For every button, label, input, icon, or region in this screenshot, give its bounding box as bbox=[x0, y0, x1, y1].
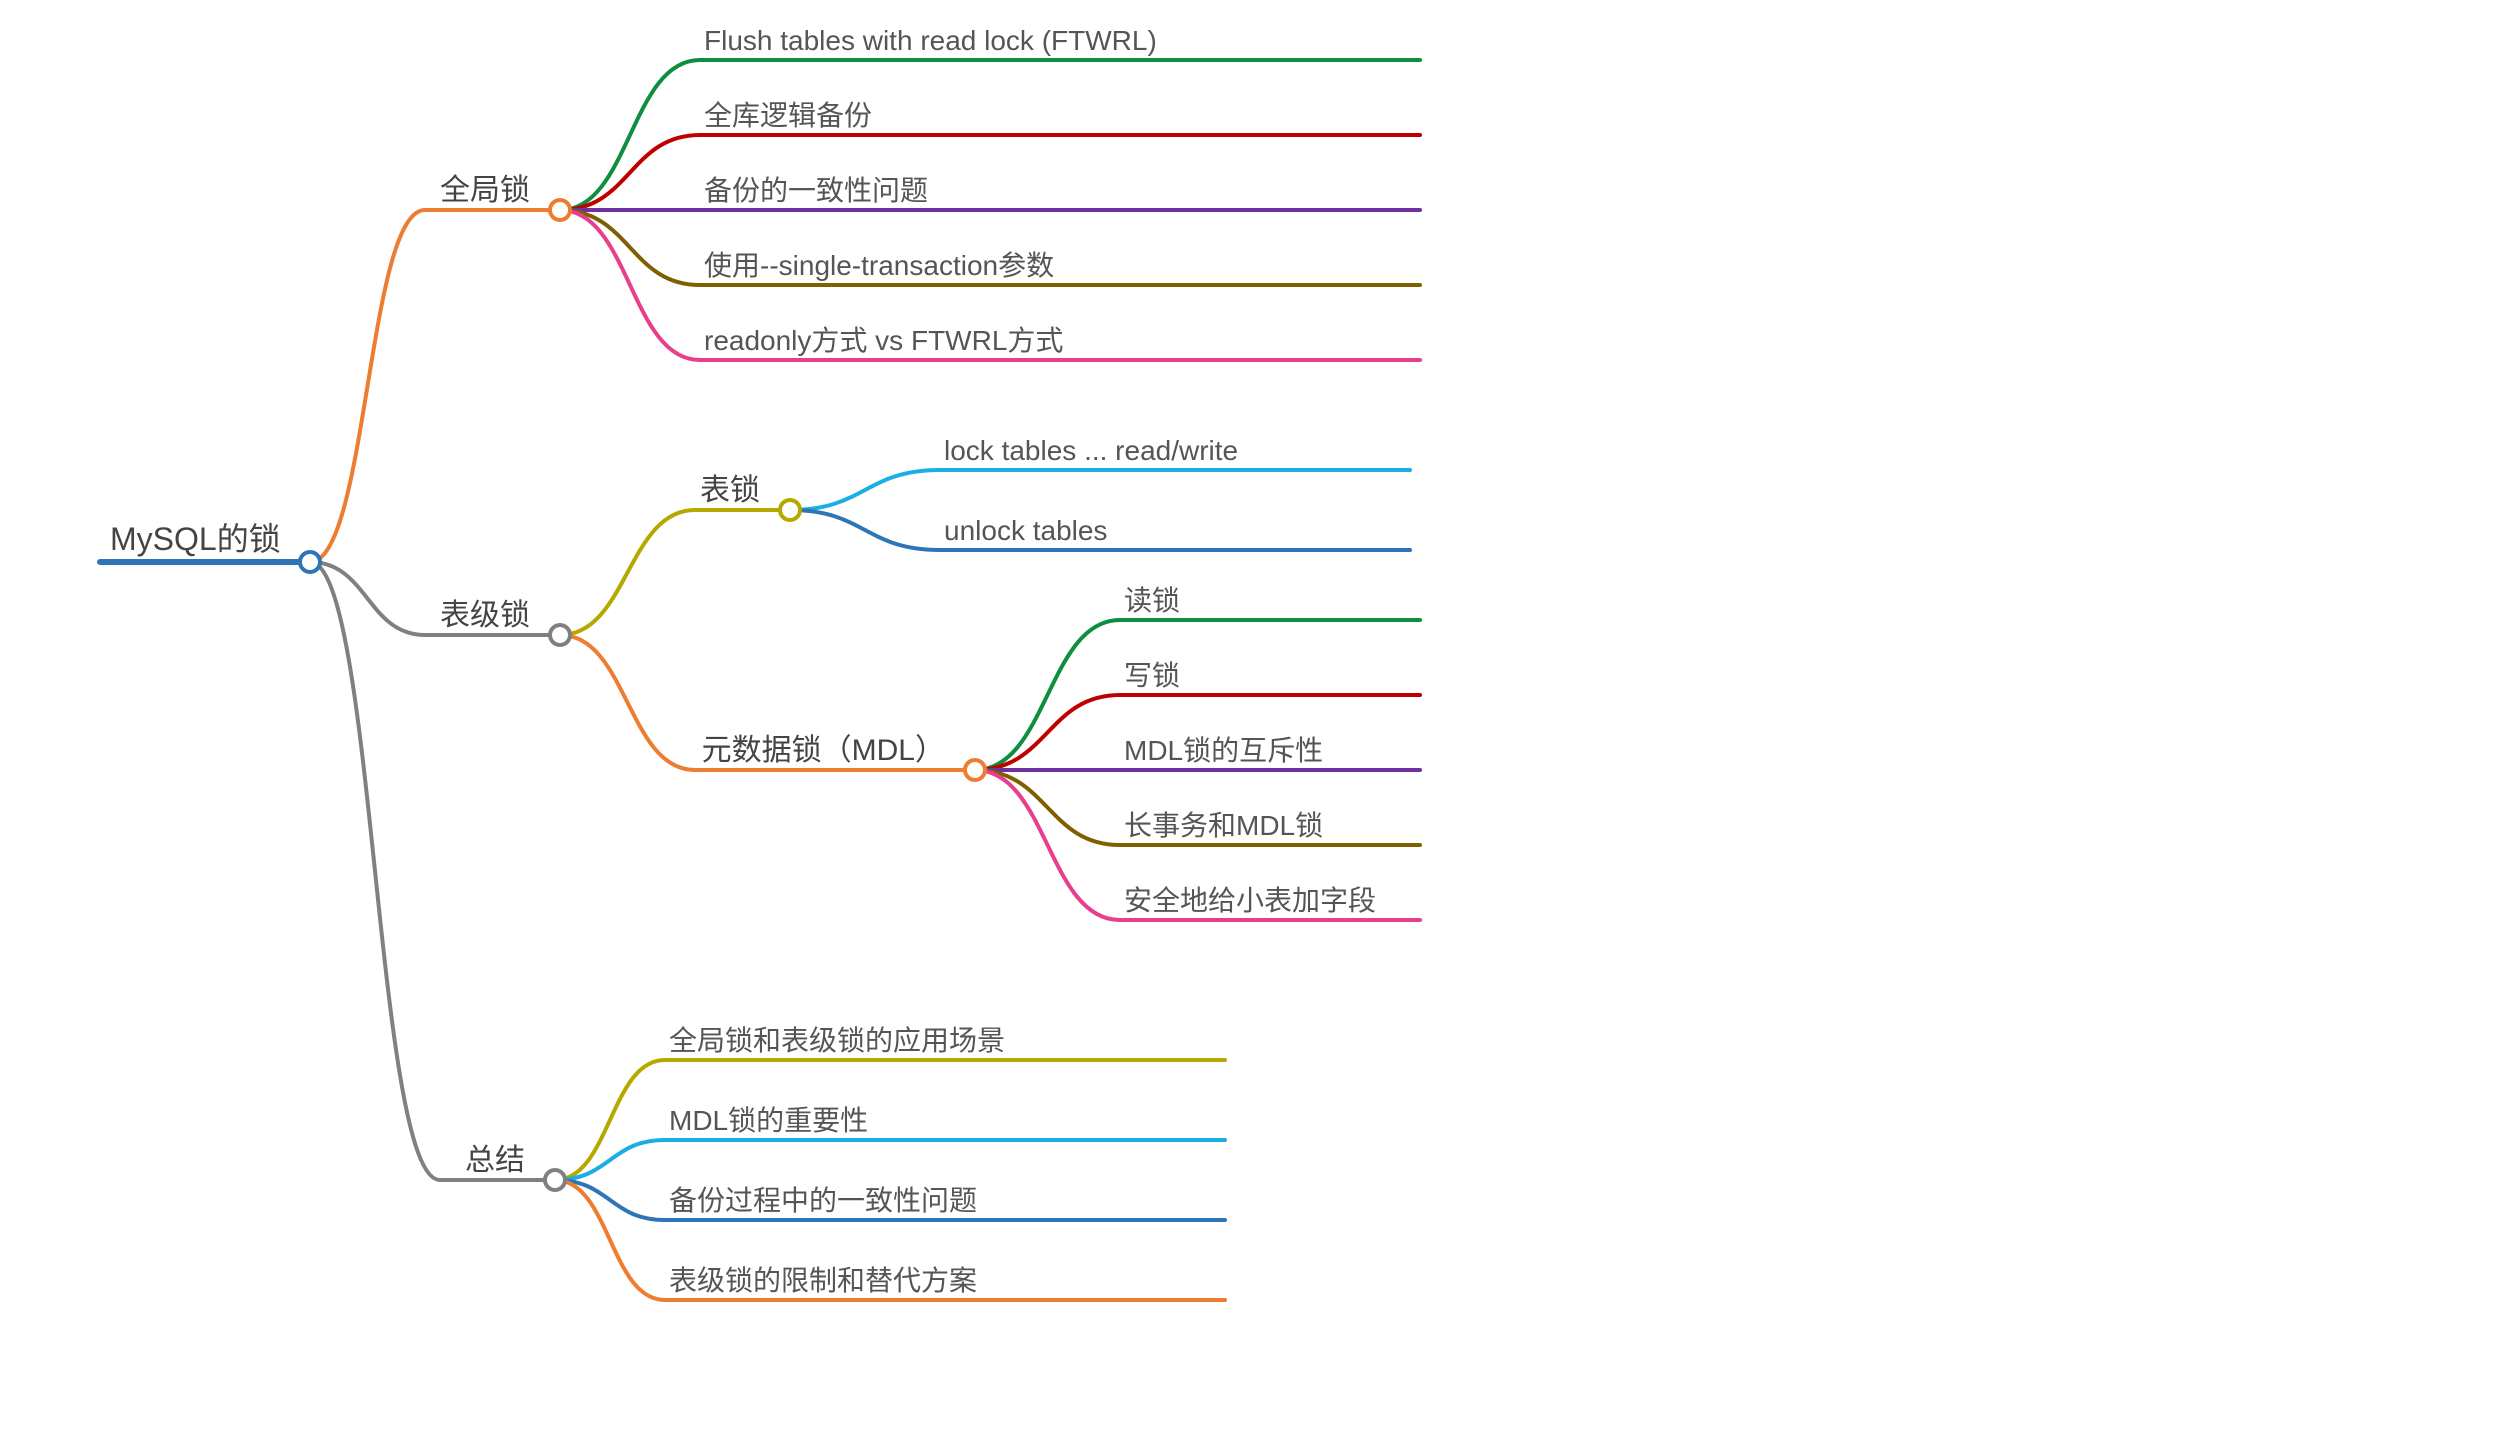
svg-text:写锁: 写锁 bbox=[1124, 660, 1180, 691]
svg-text:备份的一致性问题: 备份的一致性问题 bbox=[704, 175, 928, 206]
svg-text:MDL锁的互斥性: MDL锁的互斥性 bbox=[1124, 735, 1323, 766]
svg-text:使用--single-transaction参数: 使用--single-transaction参数 bbox=[704, 250, 1054, 281]
svg-text:全局锁: 全局锁 bbox=[440, 174, 530, 207]
svg-text:元数据锁（MDL）: 元数据锁（MDL） bbox=[702, 734, 945, 767]
mysql-locks-mindmap: MySQL的锁 全局锁 Flush tables with read lock (F… bbox=[0, 0, 2508, 1450]
svg-text:readonly方式 vs FTWRL方式: readonly方式 vs FTWRL方式 bbox=[704, 325, 1063, 356]
svg-text:备份过程中的一致性问题: 备份过程中的一致性问题 bbox=[669, 1185, 977, 1216]
svg-text:Flush tables with read lock (F: Flush tables with read lock (FTWRL) bbox=[704, 25, 1157, 56]
svg-text:表级锁: 表级锁 bbox=[440, 599, 530, 632]
svg-text:lock tables ... read/write: lock tables ... read/write bbox=[944, 435, 1238, 466]
svg-text:MDL锁的重要性: MDL锁的重要性 bbox=[669, 1105, 868, 1136]
svg-text:全库逻辑备份: 全库逻辑备份 bbox=[704, 100, 872, 131]
svg-text:MySQL的锁: MySQL的锁 bbox=[110, 521, 281, 557]
svg-text:全局锁和表级锁的应用场景: 全局锁和表级锁的应用场景 bbox=[669, 1025, 1005, 1056]
svg-text:表级锁的限制和替代方案: 表级锁的限制和替代方案 bbox=[669, 1265, 977, 1296]
svg-text:安全地给小表加字段: 安全地给小表加字段 bbox=[1124, 885, 1376, 916]
svg-text:读锁: 读锁 bbox=[1124, 585, 1180, 616]
svg-text:长事务和MDL锁: 长事务和MDL锁 bbox=[1124, 810, 1323, 841]
svg-text:表锁: 表锁 bbox=[700, 474, 760, 507]
svg-text:总结: 总结 bbox=[465, 1144, 525, 1177]
svg-text:unlock tables: unlock tables bbox=[944, 515, 1107, 546]
